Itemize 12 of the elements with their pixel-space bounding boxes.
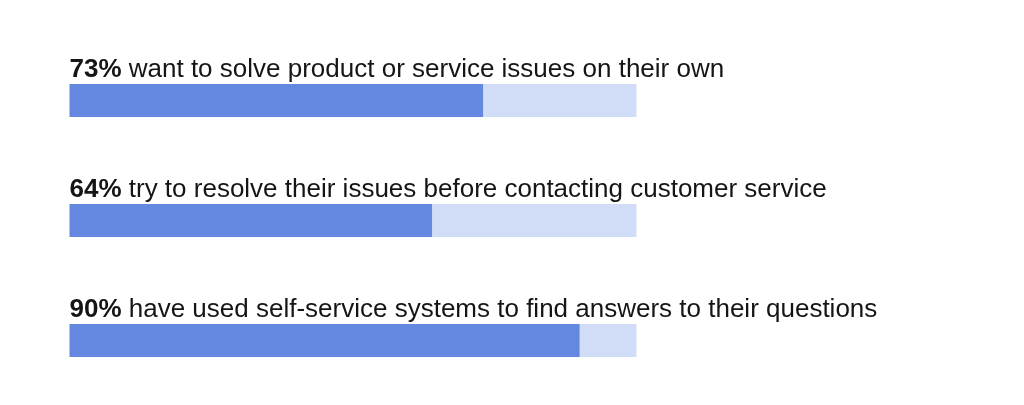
y-tick-label: want to solve product or service issues on their own [127, 53, 725, 83]
data-label: 73% [69, 53, 122, 83]
y-tick-label: try to resolve their issues before contacting customer service [128, 173, 827, 203]
bar [69, 204, 433, 237]
bar [432, 204, 637, 237]
bar [579, 324, 637, 357]
bar [69, 324, 580, 357]
bar [69, 84, 484, 117]
data-label: 64% [69, 173, 122, 203]
y-tick-label: have used self-service systems to find answers to their questions [128, 293, 878, 323]
bar [483, 84, 637, 117]
data-label: 90% [69, 293, 122, 323]
